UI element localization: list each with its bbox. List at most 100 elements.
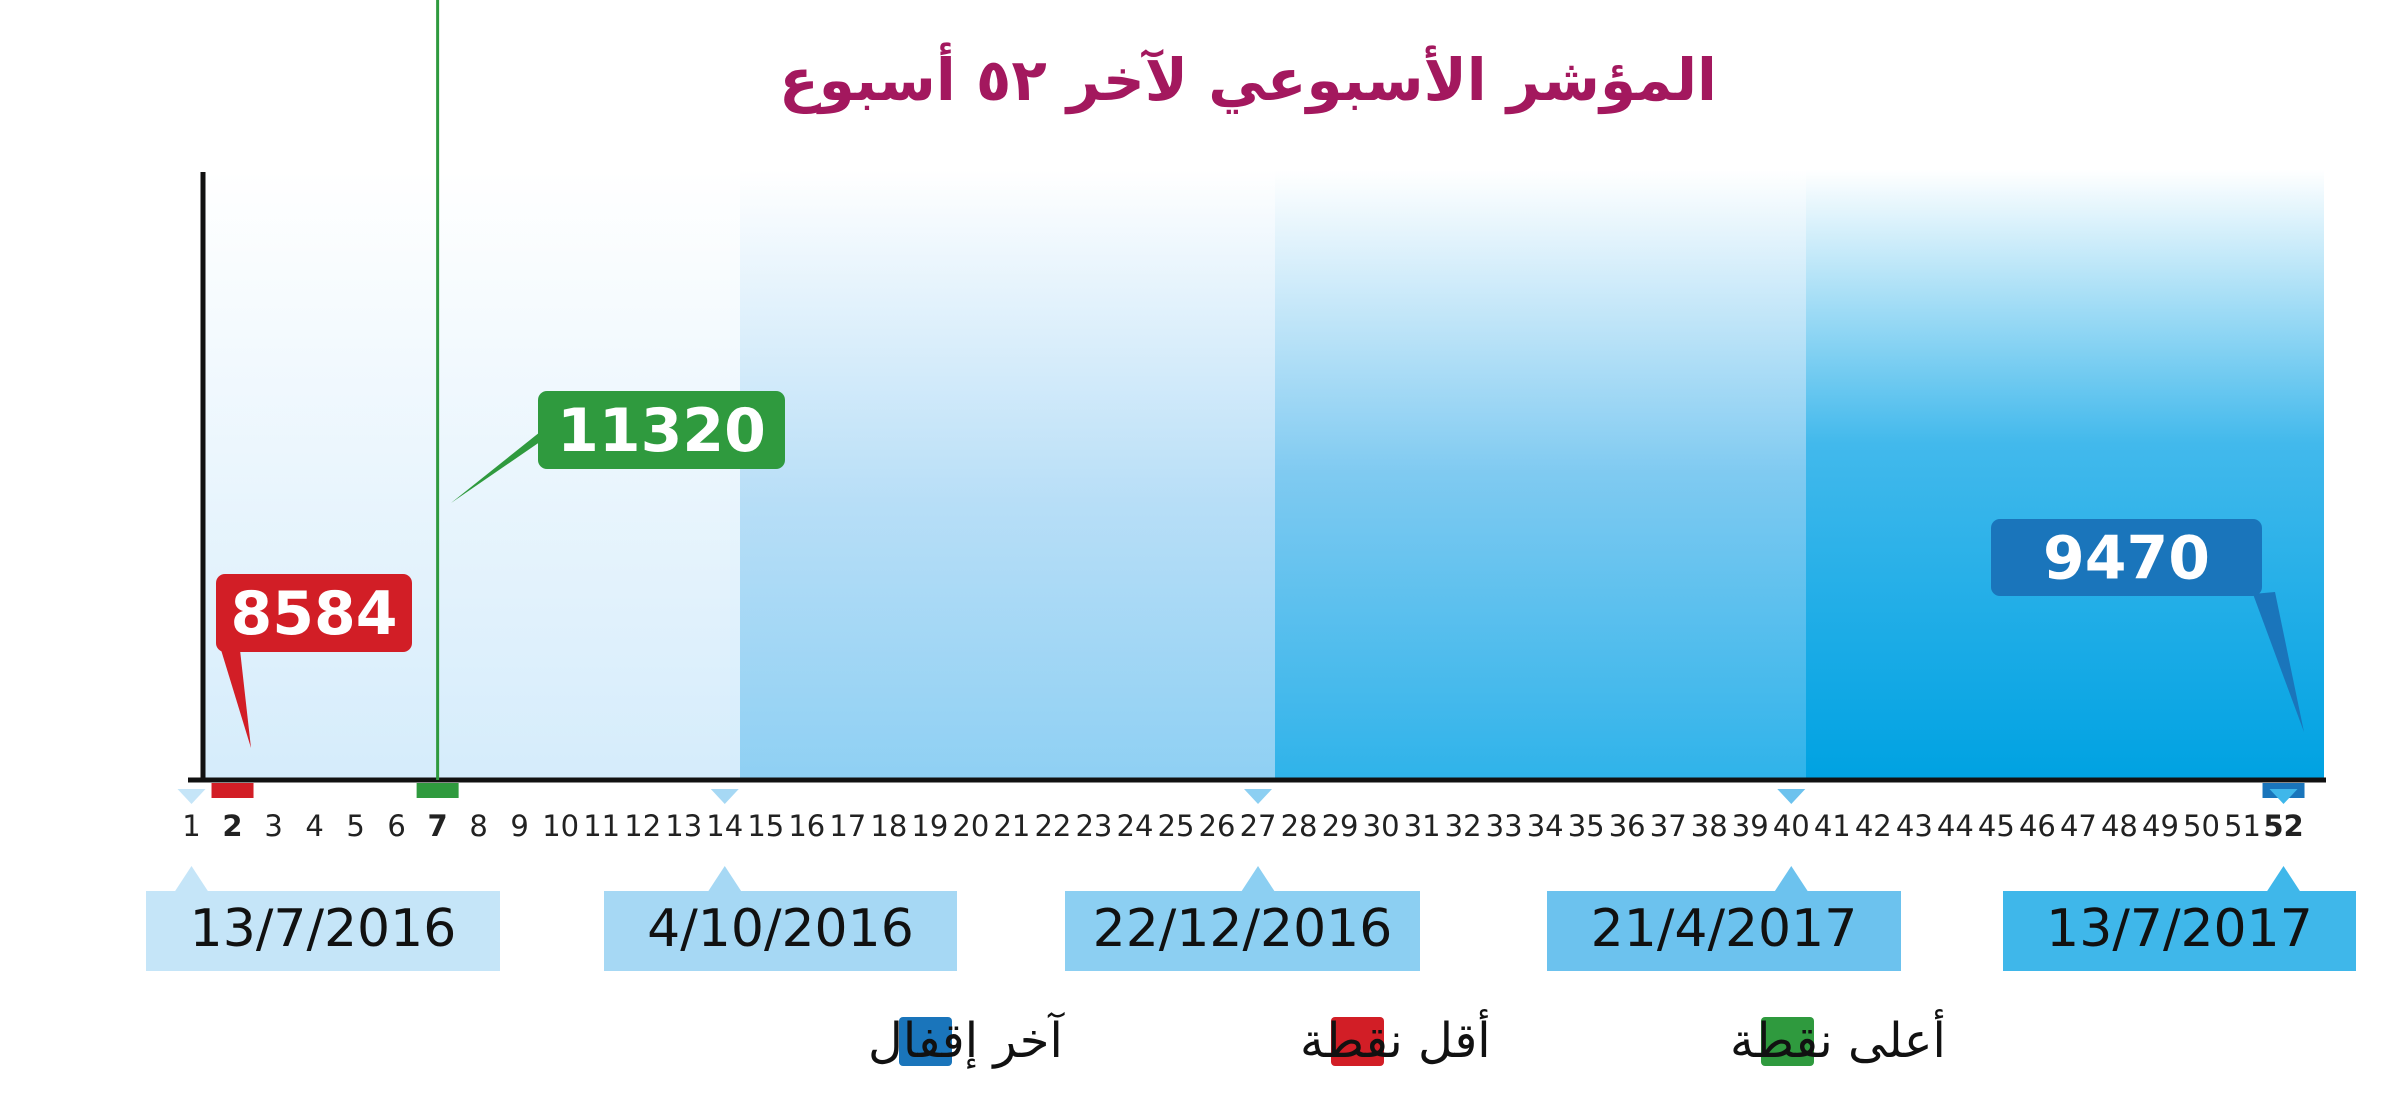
x-tick-label: 47 [2060, 809, 2097, 843]
callout-value: 8584 [231, 579, 398, 649]
band-2 [740, 170, 1275, 778]
band-1 [203, 170, 740, 778]
callout-value: 9470 [2043, 524, 2210, 594]
date-marker-5: 13/7/2017 [2003, 789, 2356, 971]
legend-swatch [1331, 1017, 1384, 1066]
legend-label: أقل نقطة [1300, 1009, 1491, 1069]
x-tick-label: 37 [1650, 809, 1687, 843]
callout-pointer [2253, 592, 2304, 732]
band-3 [1275, 170, 1806, 778]
date-marker-3: 22/12/2016 [1065, 789, 1420, 971]
date-label: 13/7/2016 [190, 899, 457, 959]
x-tick-label: 26 [1199, 809, 1236, 843]
x-tick-label: 1 [182, 809, 200, 843]
date-marker-4: 21/4/2017 [1547, 789, 1901, 971]
date-marker-2: 4/10/2016 [604, 789, 957, 971]
x-tick-label: 51 [2224, 809, 2261, 843]
legend-item-1: أعلى نقطة [1730, 1009, 1946, 1069]
callout-box [1991, 519, 2262, 596]
x-tick-label: 40 [1773, 809, 1810, 843]
x-tick-label: 32 [1445, 809, 1482, 843]
x-tick-label: 41 [1814, 809, 1851, 843]
x-tick-label: 24 [1117, 809, 1154, 843]
x-tick-label: 35 [1568, 809, 1605, 843]
x-tick-label: 23 [1075, 809, 1112, 843]
x-tick-label: 20 [952, 809, 989, 843]
legend: أعلى نقطة أقل نقطة آخر إقفال [868, 1009, 1946, 1069]
legend-swatch [1761, 1017, 1814, 1066]
date-pointer [174, 866, 209, 892]
x-tick-label: 33 [1486, 809, 1523, 843]
x-tick-label: 25 [1158, 809, 1195, 843]
callout-box [216, 574, 412, 652]
x-tick-label: 45 [1978, 809, 2015, 843]
x-tick-label: 15 [747, 809, 784, 843]
x-tick-label: 7 [428, 809, 448, 843]
x-tick-label: 52 [2263, 809, 2303, 843]
x-tick-label: 22 [1034, 809, 1071, 843]
x-tick-label: 2 [222, 809, 242, 843]
axis-notch [2269, 789, 2298, 804]
date-box [1547, 891, 1901, 971]
callouts: 11320 8584 9470 [216, 0, 2304, 780]
date-label: 21/4/2017 [1591, 899, 1858, 959]
date-box [146, 891, 500, 971]
date-pointer [2266, 866, 2301, 892]
legend-item-3: آخر إقفال [868, 1011, 1065, 1069]
callout-pointer [451, 426, 563, 503]
legend-swatch [899, 1017, 952, 1066]
callout-value: 11320 [557, 396, 766, 466]
x-tick-label: 34 [1527, 809, 1564, 843]
legend-label: آخر إقفال [868, 1011, 1065, 1069]
date-box [2003, 891, 2356, 971]
x-tick-label: 10 [542, 809, 579, 843]
x-axis-ticks: 1 2 3 4 5 6 7 8 9 10 11 12 13 14 15 16 17 18 19 20 21 22 23 24 2… [182, 809, 2303, 843]
x-tick-label: 50 [2183, 809, 2220, 843]
x-tick-label: 13 [665, 809, 702, 843]
x-tick-label: 30 [1363, 809, 1400, 843]
x-tick-label: 18 [870, 809, 907, 843]
x-tick-label: 48 [2101, 809, 2138, 843]
axis-notch [1244, 789, 1273, 804]
x-tick-label: 44 [1937, 809, 1974, 843]
x-tick-label: 12 [624, 809, 661, 843]
legend-label: أعلى نقطة [1730, 1009, 1946, 1069]
callout-low: 8584 [216, 574, 412, 748]
x-tick-label: 43 [1896, 809, 1933, 843]
date-marker-1: 13/7/2016 [146, 789, 500, 971]
x-tick-label: 46 [2019, 809, 2056, 843]
band-4 [1806, 170, 2324, 778]
x-tick-label: 11 [583, 809, 620, 843]
axis-notch [177, 789, 206, 804]
x-tick-label: 5 [346, 809, 364, 843]
x-tick-label: 9 [510, 809, 528, 843]
legend-item-2: أقل نقطة [1300, 1009, 1491, 1069]
date-label: 22/12/2016 [1093, 899, 1393, 959]
x-tick-label: 29 [1322, 809, 1359, 843]
x-tick-label: 4 [305, 809, 323, 843]
axis-notch [1777, 789, 1806, 804]
callout-pointer [218, 640, 251, 748]
date-pointer [1774, 866, 1809, 892]
x-tick-label: 36 [1609, 809, 1646, 843]
axis-notch [710, 789, 739, 804]
x-tick-label: 3 [264, 809, 282, 843]
x-tick-label: 38 [1691, 809, 1728, 843]
x-tick-label: 28 [1281, 809, 1318, 843]
x-tick-label: 42 [1855, 809, 1892, 843]
date-markers: 13/7/2016 4/10/2016 22/12/2016 21/4/2017 13/… [146, 789, 2356, 971]
x-tick-label: 21 [993, 809, 1030, 843]
x-tick-label: 14 [706, 809, 743, 843]
x-tick-label: 31 [1404, 809, 1441, 843]
x-tick-label: 8 [469, 809, 487, 843]
x-tick-label: 16 [788, 809, 825, 843]
chart-title: المؤشر الأسبوعي لآخر ٥٢ أسبوع [779, 42, 1717, 115]
date-label: 4/10/2016 [647, 899, 914, 959]
callout-box [538, 391, 785, 469]
x-tick-label: 49 [2142, 809, 2179, 843]
callout-last: 9470 [1991, 519, 2304, 732]
x-tick-label: 17 [829, 809, 866, 843]
x-tick-label: 39 [1732, 809, 1769, 843]
date-pointer [1241, 866, 1276, 892]
date-box [1065, 891, 1420, 971]
